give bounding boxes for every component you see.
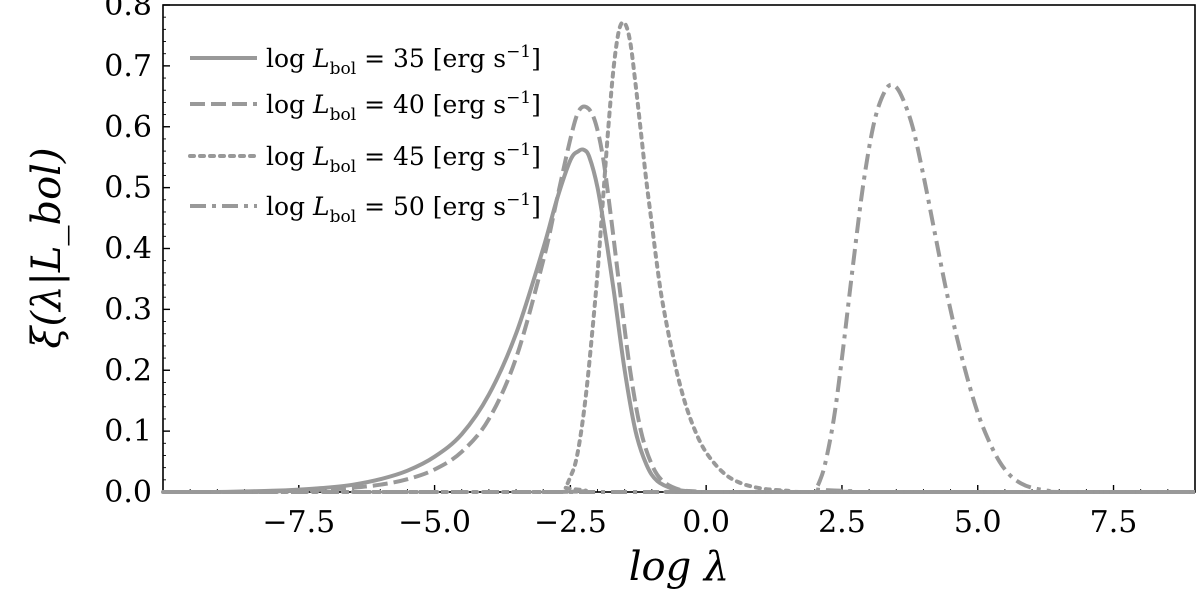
x-tick-label: −7.5 — [262, 505, 335, 540]
y-tick-label: 0.0 — [104, 475, 152, 510]
legend-label: log Lbol = 45 [erg s−1] — [266, 140, 541, 177]
y-tick-label: 0.8 — [104, 0, 152, 23]
x-tick-label: −5.0 — [398, 505, 471, 540]
legend-label: log Lbol = 35 [erg s−1] — [266, 42, 541, 79]
legend-label: log Lbol = 50 [erg s−1] — [266, 190, 541, 227]
y-tick-label: 0.4 — [104, 232, 152, 267]
series-line-dashed — [162, 104, 1195, 495]
legend-entry-35: log Lbol = 35 [erg s−1] — [190, 42, 541, 79]
y-tick-label: 0.7 — [104, 49, 152, 84]
x-tick-label: 2.5 — [818, 505, 866, 540]
x-tick-labels: −7.5 −5.0 −2.5 0.0 2.5 5.0 7.5 — [262, 505, 1137, 540]
y-tick-label: 0.3 — [104, 292, 152, 327]
x-tick-label: 5.0 — [954, 505, 1002, 540]
y-tick-label: 0.1 — [104, 414, 152, 449]
y-axis-title: ξ(λ|L_bol) — [24, 147, 70, 348]
plot-area — [162, 4, 1196, 493]
x-tick-label: 0.0 — [682, 505, 730, 540]
series-lines — [161, 20, 1197, 495]
y-tick-label: 0.2 — [104, 353, 152, 388]
y-tick-label: 0.5 — [104, 171, 152, 206]
legend-entry-45: log Lbol = 45 [erg s−1] — [188, 140, 541, 177]
x-axis-title: log λ — [629, 544, 730, 590]
series-line-dotted — [161, 20, 1197, 495]
legend-entry-40: log Lbol = 40 [erg s−1] — [190, 88, 541, 125]
x-tick-label: −2.5 — [534, 505, 607, 540]
legend: log Lbol = 35 [erg s−1] log Lbol = 40 [e… — [188, 42, 541, 227]
x-tick-label: 7.5 — [1090, 505, 1138, 540]
legend-label: log Lbol = 40 [erg s−1] — [266, 88, 541, 125]
legend-entry-50: log Lbol = 50 [erg s−1] — [190, 190, 541, 227]
y-tick-label: 0.6 — [104, 110, 152, 145]
series-line-dashdot — [162, 82, 1195, 495]
y-tick-labels: 0.0 0.1 0.2 0.3 0.4 0.5 0.6 0.7 0.8 — [104, 0, 152, 510]
